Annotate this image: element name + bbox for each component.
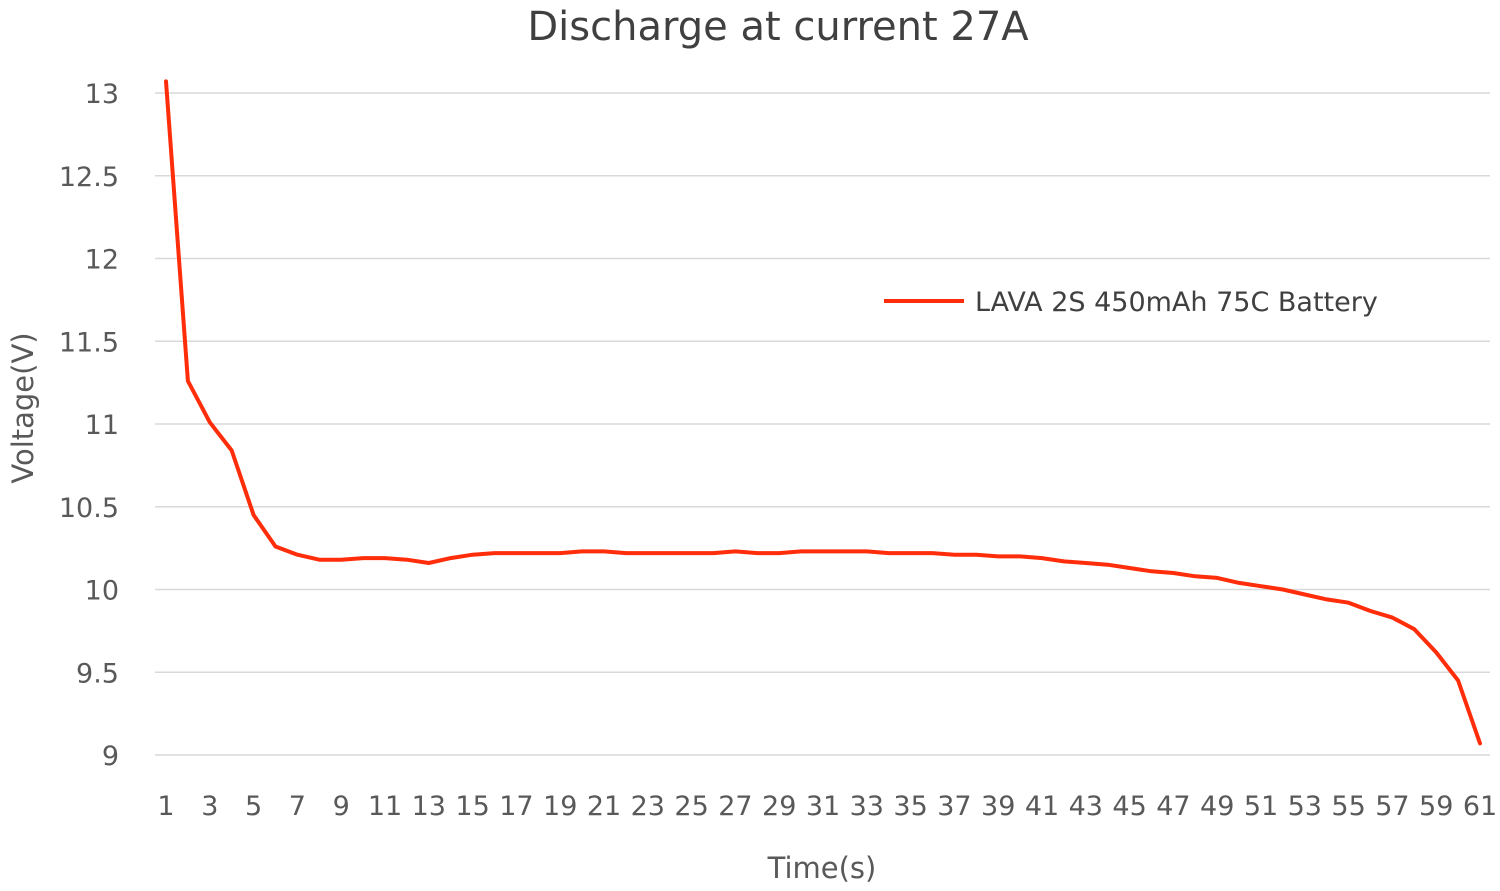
x-tick-label: 15 (455, 791, 489, 822)
y-tick-label: 11.5 (59, 327, 119, 358)
chart-title: Discharge at current 27A (527, 4, 1029, 50)
y-tick-label: 12 (85, 245, 119, 276)
x-tick-label: 11 (368, 791, 402, 822)
x-axis-title: Time(s) (767, 851, 877, 885)
x-tick-label: 33 (850, 791, 884, 822)
x-tick-label: 13 (412, 791, 446, 822)
y-tick-label: 9.5 (76, 658, 119, 689)
x-tick-label: 29 (762, 791, 796, 822)
x-tick-label: 21 (587, 791, 621, 822)
x-tick-label: 51 (1244, 791, 1278, 822)
x-tick-label: 25 (674, 791, 708, 822)
x-tick-label: 23 (631, 791, 665, 822)
x-tick-label: 9 (333, 791, 350, 822)
y-tick-label: 10.5 (59, 493, 119, 524)
x-tick-label: 57 (1375, 791, 1409, 822)
x-tick-label: 43 (1069, 791, 1103, 822)
x-tick-label: 55 (1331, 791, 1365, 822)
x-tick-label: 59 (1419, 791, 1453, 822)
x-tick-label: 1 (157, 791, 174, 822)
x-tick-label: 3 (201, 791, 218, 822)
x-tick-label: 17 (499, 791, 533, 822)
legend-label: LAVA 2S 450mAh 75C Battery (975, 287, 1378, 318)
x-tick-label: 41 (1025, 791, 1059, 822)
y-tick-label: 9 (102, 741, 119, 772)
x-axis-ticks: 1 3 5 7 9 11 13 15 17 19 21 23 25 27 29 31 33 35 37 39 41 43 4… (157, 791, 1497, 822)
gridlines (155, 92, 1490, 756)
x-tick-label: 61 (1463, 791, 1497, 822)
x-tick-label: 19 (543, 791, 577, 822)
x-tick-label: 47 (1156, 791, 1190, 822)
y-axis-ticks: 9 9.5 10 10.5 11 11.5 12 12.5 13 (59, 79, 119, 772)
x-tick-label: 35 (893, 791, 927, 822)
y-tick-label: 12.5 (59, 162, 119, 193)
y-tick-label: 10 (85, 576, 119, 607)
x-tick-label: 53 (1288, 791, 1322, 822)
x-tick-label: 27 (718, 791, 752, 822)
x-tick-label: 45 (1112, 791, 1146, 822)
x-tick-label: 31 (806, 791, 840, 822)
y-tick-label: 11 (85, 410, 119, 441)
x-tick-label: 7 (289, 791, 306, 822)
x-tick-label: 49 (1200, 791, 1234, 822)
x-tick-label: 39 (981, 791, 1015, 822)
y-axis-title: Voltage(V) (6, 332, 40, 483)
series-group (164, 79, 1482, 746)
series-line (164, 79, 1482, 746)
y-tick-label: 13 (85, 79, 119, 110)
legend: LAVA 2S 450mAh 75C Battery (884, 287, 1378, 318)
x-tick-label: 5 (245, 791, 262, 822)
x-tick-label: 37 (937, 791, 971, 822)
